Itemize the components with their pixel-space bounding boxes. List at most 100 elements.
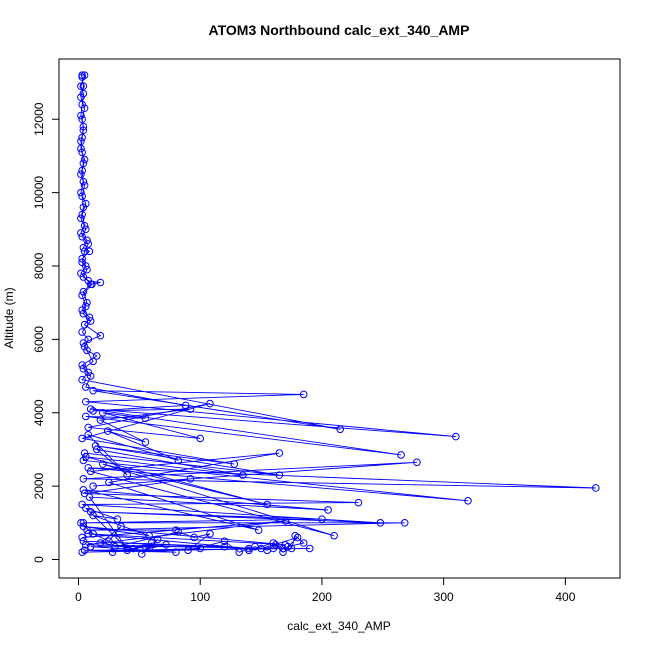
data-point: [324, 506, 332, 514]
data-point: [279, 548, 287, 556]
data-point: [89, 530, 97, 538]
data-point: [82, 302, 90, 311]
data-point: [82, 383, 90, 391]
data-point: [111, 542, 119, 551]
data-point: [275, 471, 284, 479]
data-point: [79, 485, 88, 494]
x-tick-label: 0: [75, 590, 82, 604]
data-point: [287, 544, 296, 553]
data-point: [86, 372, 95, 380]
data-point: [413, 458, 421, 467]
data-point: [162, 541, 170, 549]
data-point: [77, 111, 85, 120]
data-point: [318, 515, 326, 523]
data-point: [235, 548, 243, 556]
data-point: [89, 357, 97, 366]
data-point: [117, 522, 125, 531]
data-point: [141, 542, 150, 551]
data-point: [79, 126, 88, 135]
data-point: [299, 539, 308, 547]
data-point: [113, 515, 122, 523]
data-point: [78, 375, 86, 384]
data-point: [186, 405, 195, 413]
data-point: [145, 544, 153, 553]
data-point: [79, 474, 88, 483]
data-point: [78, 115, 86, 124]
data-point: [92, 445, 101, 454]
data-point: [271, 541, 280, 549]
data-point: [84, 430, 93, 439]
data-point: [452, 432, 460, 441]
data-point: [80, 181, 89, 190]
data-point: [79, 159, 88, 168]
data-point: [184, 546, 192, 555]
data-point: [263, 500, 271, 509]
data-point: [78, 328, 86, 336]
data-point: [77, 93, 85, 102]
data-point: [299, 390, 308, 399]
x-tick-label: 100: [190, 590, 210, 604]
data-point: [79, 177, 88, 186]
data-point: [78, 192, 86, 201]
data-point: [78, 258, 86, 267]
data-point: [88, 280, 96, 289]
data-point: [89, 386, 97, 395]
data-point: [96, 278, 105, 287]
y-tick-label: 12000: [32, 102, 46, 136]
data-point: [206, 530, 214, 538]
data-point: [83, 298, 91, 307]
data-point: [99, 408, 107, 417]
series-line: [80, 77, 335, 553]
data-point: [79, 309, 88, 318]
y-tick-label: 4000: [32, 399, 46, 426]
data-point: [85, 247, 94, 256]
data-point: [172, 548, 180, 556]
data-point: [239, 471, 247, 479]
data-point: [78, 73, 86, 81]
data-point: [86, 317, 95, 325]
data-point: [96, 539, 105, 547]
data-point: [89, 511, 97, 520]
chart-title: ATOM3 Northbound calc_ext_340_AMP: [209, 22, 470, 38]
data-point: [80, 71, 89, 80]
data-point: [190, 533, 198, 542]
data-point: [84, 335, 93, 344]
data-point: [80, 221, 89, 230]
data-point: [82, 504, 90, 512]
data-point: [79, 537, 88, 545]
data-point: [105, 537, 113, 545]
y-axis: 0 2000 4000 6000 8000 10000 12000: [32, 102, 60, 563]
data-point: [245, 546, 253, 555]
data-point: [82, 225, 90, 234]
data-point: [79, 203, 88, 212]
data-point: [123, 471, 131, 479]
data-point: [186, 474, 195, 483]
y-tick-label: 8000: [32, 252, 46, 279]
data-point: [77, 137, 85, 146]
data-point: [86, 405, 95, 413]
data-point: [79, 364, 88, 373]
data-point: [220, 542, 229, 551]
data-point: [376, 519, 385, 527]
data-point: [291, 531, 299, 540]
data-point: [78, 548, 86, 556]
data-point: [80, 104, 89, 113]
x-axis-label: calc_ext_340_AMP: [287, 619, 390, 633]
data-point: [92, 352, 101, 360]
data-point: [281, 517, 290, 525]
data-point: [400, 519, 409, 527]
series-line: [80, 522, 305, 555]
data-point: [257, 544, 265, 553]
data-point: [83, 236, 91, 245]
data-point: [220, 537, 229, 545]
data-point: [79, 273, 88, 281]
data-point: [77, 214, 85, 223]
data-point: [99, 460, 107, 468]
data-point: [123, 546, 131, 555]
data-point: [77, 170, 85, 179]
data-point: [275, 449, 284, 457]
data-point: [80, 449, 89, 457]
series-layer: [77, 71, 600, 558]
